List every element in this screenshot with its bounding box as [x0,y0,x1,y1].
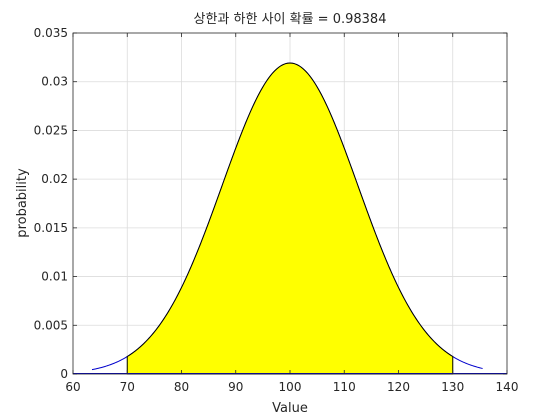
y-tick-label: 0.005 [34,318,68,332]
shaded-probability-area [126,62,454,375]
x-axis-ticks: 60 70 80 90 100 110 120 130 140 [65,33,518,394]
chart-title: 상한과 하한 사이 확률 = 0.98384 [194,12,387,27]
y-tick-label: 0.01 [41,270,68,284]
x-tick-label: 130 [441,380,464,394]
y-axis-label: probability [15,168,30,238]
y-tick-label: 0.03 [41,75,68,89]
y-tick-label: 0.035 [34,26,68,40]
x-tick-label: 140 [496,380,519,394]
y-tick-label: 0.02 [41,172,68,186]
x-axis-label: Value [272,401,308,416]
y-tick-label: 0 [60,367,68,381]
x-tick-label: 100 [279,380,302,394]
x-tick-label: 120 [387,380,410,394]
x-tick-label: 60 [65,380,80,394]
y-tick-label: 0.025 [34,123,68,137]
y-axis-ticks: 0 0.005 0.01 0.015 0.02 0.025 0.03 0.035 [34,26,507,381]
x-tick-label: 70 [120,380,135,394]
x-tick-label: 110 [333,380,356,394]
x-tick-label: 80 [174,380,189,394]
y-tick-label: 0.015 [34,221,68,235]
x-tick-label: 90 [228,380,243,394]
